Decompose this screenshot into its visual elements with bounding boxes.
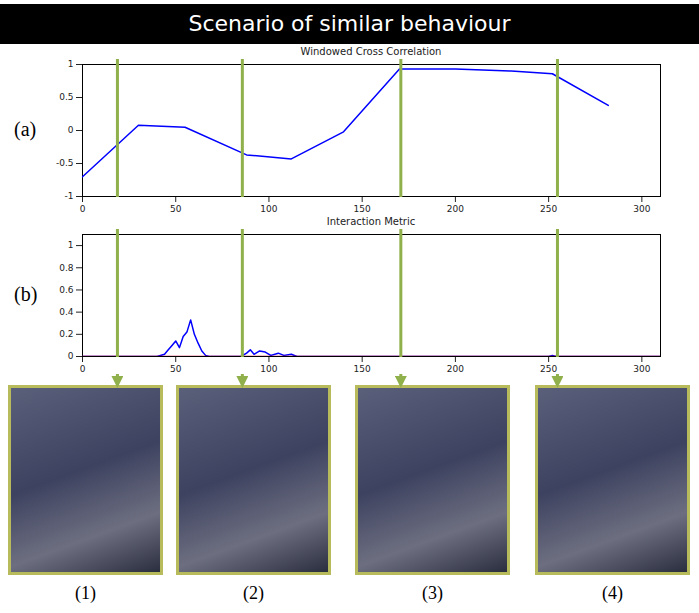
svg-text:0: 0 xyxy=(68,125,74,135)
svg-text:0: 0 xyxy=(68,351,74,361)
svg-text:-1: -1 xyxy=(65,191,74,201)
svg-text:0: 0 xyxy=(80,364,86,374)
svg-text:1: 1 xyxy=(68,240,74,250)
svg-text:150: 150 xyxy=(354,364,371,374)
svg-text:50: 50 xyxy=(170,364,182,374)
svg-text:250: 250 xyxy=(540,204,557,214)
html-text:(a): (a) xyxy=(14,118,37,140)
html-text:(2): (2) xyxy=(243,583,264,603)
svg-text:200: 200 xyxy=(447,204,464,214)
svg-text:100: 100 xyxy=(260,204,277,214)
html-text:(3): (3) xyxy=(422,583,443,603)
svg-text:0.5: 0.5 xyxy=(59,92,73,102)
svg-text:1: 1 xyxy=(68,59,74,69)
svg-text:300: 300 xyxy=(633,204,650,214)
svg-text:0.8: 0.8 xyxy=(59,263,74,273)
svg-text:250: 250 xyxy=(540,364,557,374)
svg-text:300: 300 xyxy=(633,364,650,374)
svg-text:0.4: 0.4 xyxy=(59,307,74,317)
svg-text:50: 50 xyxy=(170,204,182,214)
svg-text:0.6: 0.6 xyxy=(59,285,74,295)
svg-text:200: 200 xyxy=(447,364,464,374)
svg-text:-0.5: -0.5 xyxy=(56,158,74,168)
html-text:(b): (b) xyxy=(14,283,38,305)
html-text:(1): (1) xyxy=(75,583,96,603)
svg-text:0: 0 xyxy=(80,204,86,214)
svg-text:0.2: 0.2 xyxy=(59,329,73,339)
html-text:(4): (4) xyxy=(602,583,623,603)
svg-text:100: 100 xyxy=(260,364,277,374)
html-text:Interaction Metric: Interaction Metric xyxy=(326,216,416,227)
svg-text:150: 150 xyxy=(354,204,371,214)
html-text:Scenario of similar behaviour: Scenario of similar behaviour xyxy=(188,11,511,36)
html-text:Windowed Cross Correlation: Windowed Cross Correlation xyxy=(300,46,442,57)
